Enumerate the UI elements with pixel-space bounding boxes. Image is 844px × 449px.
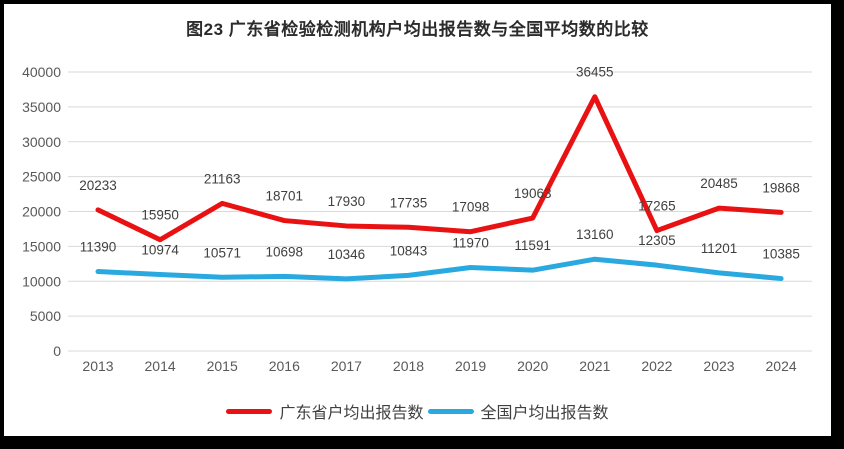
svg-text:10571: 10571: [203, 245, 241, 260]
svg-text:2024: 2024: [766, 358, 797, 374]
series-line-national: [95, 256, 784, 282]
svg-text:11970: 11970: [452, 236, 489, 251]
svg-text:10000: 10000: [22, 273, 61, 289]
svg-text:12305: 12305: [638, 233, 676, 248]
legend-label-guangdong: 广东省户均出报告数: [279, 405, 424, 422]
y-axis-tick-labels: 0 5000 10000 15000 20000 25000 30000 35000 40000: [22, 64, 61, 359]
svg-text:20485: 20485: [700, 176, 738, 191]
svg-text:17930: 17930: [328, 194, 366, 209]
svg-text:2019: 2019: [455, 358, 486, 374]
svg-text:2017: 2017: [331, 358, 362, 374]
legend-item-national: 全国户均出报告数: [427, 399, 609, 423]
legend-swatch-guangdong-red-line: [226, 408, 273, 414]
svg-text:30000: 30000: [22, 134, 61, 150]
svg-text:18701: 18701: [266, 189, 304, 204]
svg-text:10974: 10974: [141, 242, 179, 257]
chart-container: 图23 广东省检验检测机构户均出报告数与全国平均数的比较 0 5000 10000 1…: [4, 4, 831, 436]
data-labels-guangdong: 20233 15950 21163 18701 17930 17735 17098 19063…: [79, 65, 800, 223]
svg-text:10843: 10843: [390, 243, 428, 258]
svg-text:19063: 19063: [514, 186, 552, 201]
svg-text:5000: 5000: [30, 308, 61, 324]
svg-text:2021: 2021: [579, 358, 610, 374]
svg-text:2018: 2018: [393, 358, 424, 374]
svg-text:2023: 2023: [703, 358, 734, 374]
svg-text:25000: 25000: [22, 169, 61, 185]
svg-text:2014: 2014: [145, 358, 176, 374]
svg-text:13160: 13160: [576, 227, 614, 242]
svg-text:0: 0: [53, 343, 61, 359]
line-chart: 0 5000 10000 15000 20000 25000 30000 35000 40000…: [22, 64, 812, 374]
svg-text:15950: 15950: [141, 208, 179, 223]
svg-text:17265: 17265: [638, 199, 676, 214]
svg-text:2022: 2022: [641, 358, 672, 374]
svg-text:11591: 11591: [514, 238, 551, 253]
chart-legend: 广东省户均出报告数 全国户均出报告数: [4, 399, 831, 423]
svg-text:35000: 35000: [22, 99, 61, 115]
svg-text:20000: 20000: [22, 204, 61, 220]
svg-text:17098: 17098: [452, 200, 490, 215]
svg-text:2013: 2013: [82, 358, 113, 374]
svg-text:21163: 21163: [204, 171, 241, 186]
svg-text:19868: 19868: [762, 180, 800, 195]
chart-title: 图23 广东省检验检测机构户均出报告数与全国平均数的比较: [186, 20, 649, 39]
svg-text:11390: 11390: [80, 240, 117, 255]
svg-text:10698: 10698: [266, 244, 304, 259]
svg-text:36455: 36455: [576, 65, 614, 80]
legend-label-national: 全国户均出报告数: [480, 405, 609, 422]
svg-text:10385: 10385: [762, 247, 800, 262]
svg-text:2015: 2015: [207, 358, 238, 374]
series-line-guangdong: [95, 94, 784, 243]
svg-text:20233: 20233: [79, 178, 117, 193]
gridlines: [68, 71, 812, 352]
svg-text:10346: 10346: [328, 247, 366, 262]
svg-text:40000: 40000: [22, 64, 61, 80]
svg-text:2016: 2016: [269, 358, 300, 374]
legend-swatch-national-blue-line: [427, 408, 474, 414]
x-axis-tick-labels: 2013 2014 2015 2016 2017 2018 2019 2020 2021 2022…: [82, 358, 796, 374]
svg-text:11201: 11201: [701, 241, 738, 256]
data-labels-national: 11390 10974 10571 10698 10346 10843 11970 11591…: [80, 227, 800, 262]
legend-item-guangdong: 广东省户均出报告数: [226, 399, 424, 423]
svg-text:2020: 2020: [517, 358, 548, 374]
svg-text:15000: 15000: [22, 238, 61, 254]
svg-text:17735: 17735: [390, 195, 428, 210]
